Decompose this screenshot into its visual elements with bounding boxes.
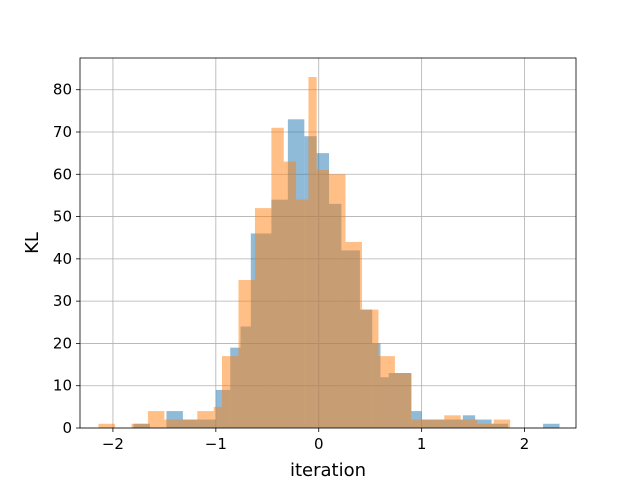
histogram-bar [283,161,297,428]
histogram-bar [222,356,239,428]
histogram-bar [477,423,494,428]
histogram-bar [543,423,560,428]
histogram-bar [197,411,214,428]
y-tick-label: 40 [53,250,72,268]
histogram-bar [98,423,115,428]
x-tick-label: −2 [102,435,124,453]
histogram-bar [296,199,309,428]
histogram-bar [316,170,330,429]
histogram-bar [238,280,255,428]
histogram-bar [460,419,478,428]
histogram-bar [493,419,511,428]
x-axis-label: iteration [290,460,366,480]
histogram-bar [147,411,165,428]
histogram-bar [329,174,346,428]
x-tick-label: 2 [520,435,530,453]
histogram-bar [308,77,317,429]
histogram-series [98,77,511,429]
x-tick-label: 0 [314,435,324,453]
y-tick-label: 50 [53,208,72,226]
y-tick-label: 60 [53,165,72,183]
y-tick-label: 70 [53,123,72,141]
histogram-bars [98,77,560,429]
x-tick-label: −1 [205,435,227,453]
histogram-bar [131,423,148,428]
y-tick-label: 80 [53,81,72,99]
y-tick-label: 20 [53,334,72,352]
histogram-bar [378,356,395,428]
y-tick-label: 30 [53,292,72,310]
x-tick-label: 1 [417,435,427,453]
x-axis: −2 −1 0 1 2 [102,428,529,453]
histogram-bar [164,419,181,428]
histogram-bar [394,373,412,428]
histogram-bar [361,309,379,428]
y-tick-label: 10 [53,377,72,395]
histogram-bar [427,419,445,428]
y-axis-label: KL [22,232,43,254]
histogram-bar [254,208,272,428]
histogram-bar [180,419,198,428]
plot-frame [79,57,577,429]
histogram-bar [444,415,461,428]
y-axis: 0 10 20 30 40 50 60 70 80 [53,81,80,437]
y-tick-label: 0 [62,419,72,437]
histogram-bar [345,241,362,428]
histogram-bar [411,419,428,428]
histogram-bar [213,406,223,428]
histogram-bar [271,127,284,429]
